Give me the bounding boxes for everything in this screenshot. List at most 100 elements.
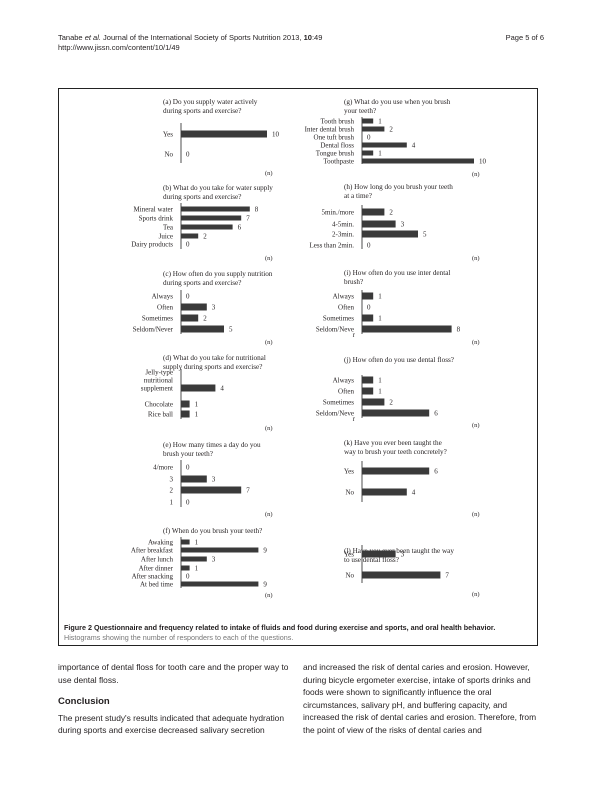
- chart-title: (a) Do you supply water actively: [163, 98, 258, 106]
- data-label: 5: [229, 326, 233, 334]
- data-label: 1: [195, 411, 199, 419]
- category-label: After breakfast: [131, 547, 173, 555]
- caption-title: Figure 2 Questionnaire and frequency rel…: [64, 623, 496, 632]
- data-label: 4: [412, 142, 416, 150]
- category-label: Rice ball: [148, 411, 173, 419]
- bar: [362, 387, 374, 395]
- data-label: 9: [263, 547, 267, 555]
- category-label: 2: [170, 487, 174, 495]
- category-label: Sometimes: [323, 315, 354, 323]
- data-label: 1: [378, 118, 382, 126]
- bar: [362, 467, 430, 475]
- citation-volume: 10: [303, 33, 312, 42]
- bar: [362, 398, 385, 406]
- category-label: nutritional: [144, 377, 173, 385]
- bar-chart-c: (c) How often do you supply nutritiondur…: [133, 270, 273, 346]
- bar: [181, 547, 259, 553]
- unit-label: (n): [265, 255, 273, 262]
- page-number: Page 5 of 6: [505, 33, 544, 42]
- bar: [362, 571, 441, 579]
- chart-title: (g) What do you use when you brush: [344, 98, 451, 106]
- unit-label: (n): [472, 591, 480, 598]
- data-label: 6: [238, 224, 242, 232]
- category-label: Often: [338, 304, 354, 312]
- bar: [362, 208, 385, 216]
- bar: [362, 292, 374, 300]
- chart-title: (k) Have you ever been taught the: [344, 439, 442, 447]
- bar: [362, 488, 407, 496]
- category-label: No: [345, 489, 354, 497]
- category-label: Sometimes: [142, 315, 173, 323]
- category-label: No: [345, 572, 354, 580]
- bar: [362, 550, 396, 558]
- category-label: 3: [170, 476, 174, 484]
- bar-chart-b: (b) What do you take for water supplydur…: [131, 184, 273, 262]
- chart-title: during sports and exercise?: [163, 279, 241, 287]
- chart-title: (e) How many times a day do you: [163, 441, 261, 449]
- category-label: Less than 2min.: [309, 242, 354, 250]
- chart-title: brush your teeth?: [163, 450, 213, 458]
- category-label: 2-3min.: [332, 231, 354, 239]
- bar-chart-f: (f) When do you brush your teeth? 1 Awakin…: [131, 527, 273, 599]
- chart-title: during sports and exercise?: [163, 107, 241, 115]
- citation-year: 2013,: [280, 33, 304, 42]
- category-label: Tongue brush: [316, 150, 355, 158]
- category-label: Always: [152, 293, 174, 301]
- article-url[interactable]: http://www.jissn.com/content/10/1/49: [58, 43, 180, 52]
- data-label: 0: [186, 573, 190, 581]
- category-label: Sports drink: [139, 215, 174, 223]
- data-label: 1: [378, 150, 382, 158]
- unit-label: (n): [472, 171, 480, 178]
- category-label: Dairy products: [131, 241, 173, 249]
- category-label: Tooth brush: [320, 118, 354, 126]
- figure-frame: [58, 88, 538, 646]
- body-column-right: and increased the risk of dental caries …: [303, 661, 539, 736]
- data-label: 10: [479, 158, 487, 166]
- data-label: 7: [445, 572, 449, 580]
- chart-title: (j) How often do you use dental floss?: [344, 356, 454, 364]
- data-label: 9: [263, 581, 267, 589]
- data-label: 0: [367, 242, 371, 250]
- chart-title: way to brush your teeth concretely?: [344, 448, 447, 456]
- data-label: 7: [246, 487, 250, 495]
- bar: [362, 126, 385, 132]
- data-label: 1: [378, 315, 382, 323]
- bar: [362, 409, 430, 417]
- chart-title: (f) When do you brush your teeth?: [163, 527, 262, 535]
- data-label: 6: [434, 468, 438, 476]
- bar: [181, 325, 224, 333]
- category-label: After snacking: [132, 573, 174, 581]
- category-label: Always: [333, 377, 355, 385]
- category-label: Chocolate: [145, 401, 173, 409]
- section-heading-conclusion: Conclusion: [58, 696, 110, 707]
- data-label: 1: [378, 388, 382, 396]
- bar: [362, 376, 374, 384]
- chart-title: at a time?: [344, 192, 372, 200]
- data-label: 3: [401, 551, 405, 559]
- category-label: Sometimes: [323, 399, 354, 407]
- data-label: 0: [367, 304, 371, 312]
- bar: [181, 314, 199, 322]
- bar-chart-j: (j) How often do you use dental floss? 1 A…: [316, 356, 480, 429]
- data-label: 2: [389, 209, 393, 217]
- bar: [181, 581, 259, 587]
- data-label: 7: [246, 215, 250, 223]
- category-label: At bed time: [140, 581, 173, 589]
- unit-label: (n): [472, 255, 480, 262]
- category-label: Seldom/Neve: [316, 326, 354, 334]
- bar: [181, 384, 216, 392]
- body-paragraph-right: and increased the risk of dental caries …: [303, 662, 537, 735]
- data-label: 5: [423, 231, 427, 239]
- category-label: Toothpaste: [323, 158, 354, 166]
- bar: [181, 233, 199, 239]
- chart-title: to use dental floss?: [344, 556, 399, 564]
- unit-label: (n): [472, 422, 480, 429]
- data-label: 6: [434, 410, 438, 418]
- data-label: 3: [401, 221, 405, 229]
- running-header: Tanabe et al. Journal of the Internation…: [58, 33, 322, 53]
- bar: [362, 142, 407, 148]
- data-label: 2: [203, 315, 207, 323]
- citation-etal: et al.: [84, 33, 101, 42]
- chart-title: (h) How long do you brush your teeth: [344, 183, 453, 191]
